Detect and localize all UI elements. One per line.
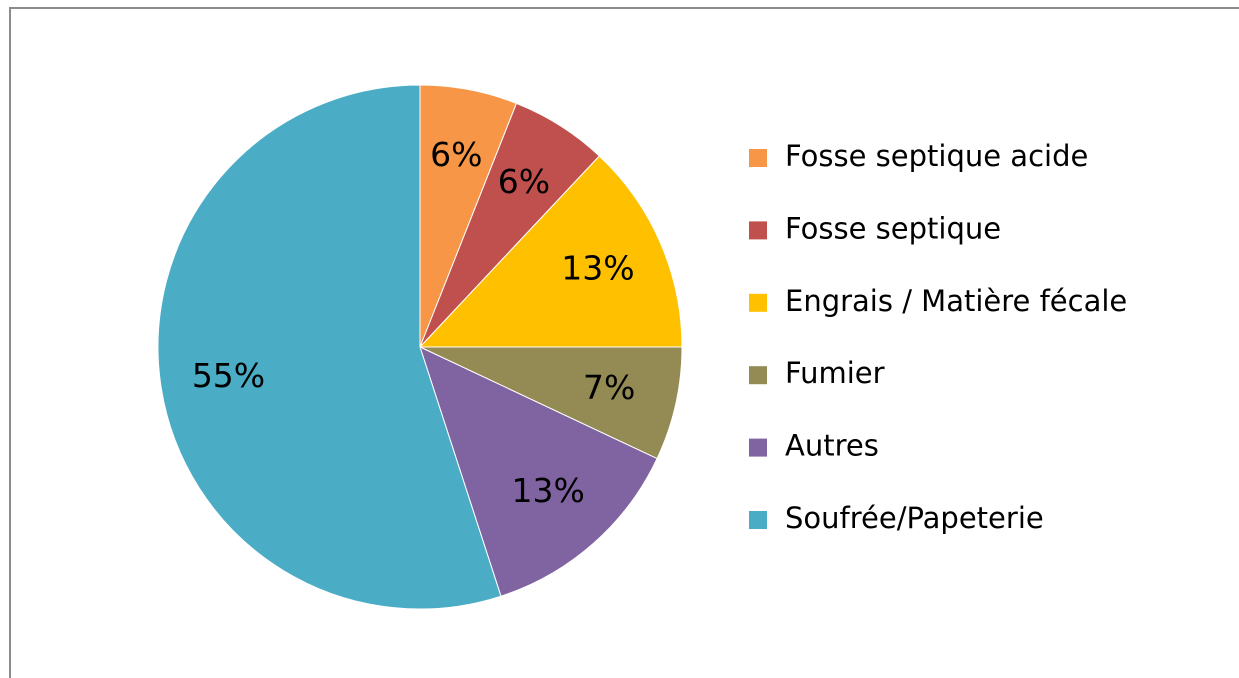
legend-swatch (749, 293, 767, 312)
legend-label: Engrais / Matière fécale (785, 284, 1127, 318)
slice-label: 6% (430, 135, 482, 174)
legend-swatch (749, 511, 767, 529)
slice-label: 6% (498, 162, 550, 201)
legend-label: Fosse septique (785, 211, 1001, 245)
legend-swatch (749, 149, 767, 167)
slice-label: 7% (583, 368, 635, 407)
legend-swatch (749, 366, 767, 385)
pie-slice (419, 346, 658, 597)
legend-swatch (749, 438, 767, 457)
slice-label: 13% (512, 471, 585, 510)
legend-label: Fumier (785, 356, 885, 390)
legend-label: Fosse septique acide (785, 139, 1088, 173)
pie-slice (418, 155, 683, 348)
legend-label: Autres (785, 429, 879, 463)
slice-label: 13% (561, 249, 634, 288)
pie-slice (157, 84, 502, 610)
legend-swatch (749, 221, 767, 240)
pie-slice (419, 346, 683, 460)
legend-label: Soufrée/Papeterie (785, 501, 1044, 535)
slice-label: 55% (192, 356, 265, 395)
